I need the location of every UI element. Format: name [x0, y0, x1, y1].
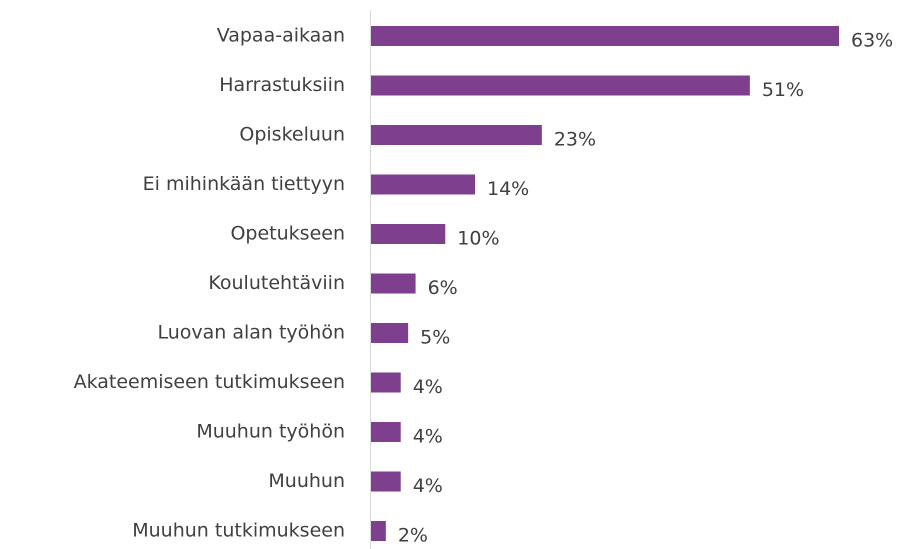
value-label: 51%: [762, 79, 804, 101]
bar: [371, 174, 475, 195]
bar: [371, 273, 416, 294]
bar: [371, 125, 542, 145]
value-label: 2%: [398, 525, 428, 547]
value-label: 6%: [428, 277, 458, 299]
category-label: Akateemiseen tutkimukseen: [74, 371, 345, 393]
category-label: Muuhun työhön: [196, 421, 345, 443]
value-label: 5%: [420, 327, 450, 349]
category-label: Ei mihinkään tiettyyn: [143, 173, 345, 195]
category-label: Opetukseen: [230, 223, 345, 245]
value-label: 23%: [554, 129, 596, 151]
bar: [371, 75, 750, 96]
value-label: 4%: [413, 426, 443, 448]
category-label: Muuhun tutkimukseen: [132, 520, 345, 542]
bar: [371, 224, 446, 244]
category-label: Vapaa-aikaan: [217, 25, 345, 47]
category-label: Koulutehtäviin: [208, 272, 345, 294]
category-label: Muuhun: [268, 470, 345, 492]
category-label: Luovan alan työhön: [157, 322, 345, 344]
bar: [371, 372, 401, 393]
value-label: 10%: [457, 228, 499, 250]
category-label: Harrastuksiin: [219, 74, 345, 96]
value-label: 63%: [851, 30, 893, 52]
category-label: Opiskeluun: [239, 124, 345, 146]
value-label: 4%: [413, 475, 443, 497]
bar: [371, 26, 839, 46]
value-label: 4%: [413, 376, 443, 398]
bar: [371, 471, 401, 492]
bar: [371, 422, 401, 442]
bar: [371, 521, 386, 541]
bar: [371, 323, 409, 343]
value-label: 14%: [487, 178, 529, 200]
